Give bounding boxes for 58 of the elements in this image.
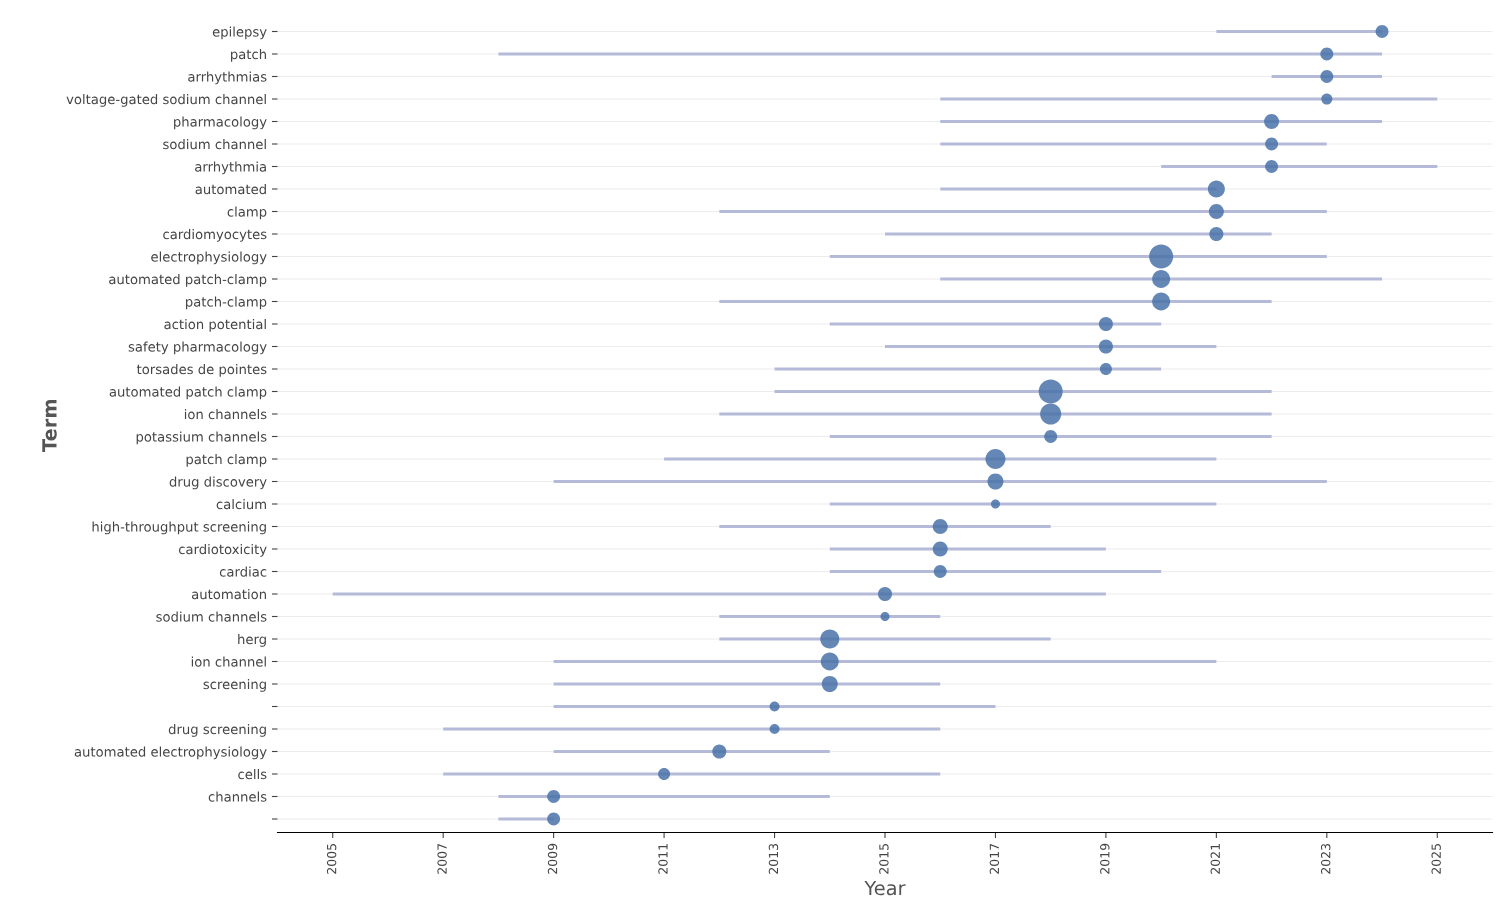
bar	[553, 682, 941, 686]
x-tick-label: 2019	[1100, 843, 1110, 874]
y-tick-label: drug discovery	[169, 476, 267, 490]
y-tick-label: high-throughput screening	[92, 521, 266, 535]
bar	[719, 614, 941, 619]
x-tick-label: 2015	[879, 844, 889, 874]
y-axis-title: Term	[42, 399, 57, 453]
y-tick-label: calcium	[216, 498, 266, 510]
x-tick-label: 2023	[1320, 843, 1331, 874]
x-axis-title: Year	[864, 880, 906, 896]
y-tick-label: epilepsy	[212, 26, 267, 40]
y-tick-label: automated electrophysiology	[74, 746, 267, 760]
x-tick-label: 2025	[1431, 844, 1441, 874]
bar	[553, 659, 1217, 664]
y-tick-label: cardiac	[219, 566, 267, 577]
x-tick-label: 2009	[547, 843, 558, 874]
y-tick-label: torsades de pointes	[136, 363, 267, 377]
y-tick-label: sodium channels	[156, 611, 267, 622]
y-tick-label: safety pharmacology	[128, 341, 267, 355]
y-tick-label: channels	[208, 791, 267, 802]
y-tick-label: cardiomyocytes	[163, 228, 267, 242]
y-tick-label: patch	[231, 48, 266, 62]
y-tick-label: pharmacology	[174, 116, 267, 130]
bar	[719, 299, 1272, 304]
y-tick-label: patch clamp	[186, 453, 267, 467]
y-tick-label: ion channels	[184, 408, 267, 420]
y-tick-label: automation	[191, 588, 266, 600]
bar	[664, 457, 1217, 461]
bar	[829, 254, 1327, 259]
y-tick-label: drug screening	[168, 723, 266, 737]
y-tick-label: automated patch clamp	[109, 386, 267, 400]
y-tick-label: electrophysiology	[151, 251, 267, 265]
y-tick-label: action potential	[164, 318, 266, 332]
x-tick-label: 2017	[989, 843, 1000, 874]
bar	[719, 412, 1272, 416]
x-tick-label: 2005	[326, 844, 337, 874]
y-tick-label: sodium channel	[163, 138, 266, 150]
y-tick-label: patch-clamp	[186, 296, 267, 310]
y-tick-label: automated patch-clamp	[109, 273, 267, 287]
y-tick-label: cardiotoxicity	[178, 543, 267, 557]
y-tick-label: voltage-gated sodium channel	[66, 93, 266, 107]
y-tick-label: clamp	[227, 206, 267, 220]
y-tick-label: ion channel	[191, 656, 266, 667]
y-tick-label: herg	[238, 633, 266, 647]
y-tick-label: arrhythmia	[195, 161, 266, 175]
y-tick-label: arrhythmias	[188, 71, 267, 85]
x-tick-label: 2011	[658, 844, 668, 874]
bar	[774, 389, 1272, 394]
bar	[940, 277, 1383, 281]
bar	[829, 547, 1106, 551]
y-tick-label: cells	[238, 768, 267, 780]
y-tick-label: screening	[203, 678, 266, 692]
y-tick-label: automated	[195, 183, 266, 195]
x-tick-label: 2013	[768, 843, 779, 874]
y-tick-label: potassium channels	[136, 431, 267, 445]
x-tick-label: 2007	[437, 843, 447, 874]
bar	[719, 637, 1051, 641]
x-tick-label: 2021	[1210, 844, 1220, 874]
